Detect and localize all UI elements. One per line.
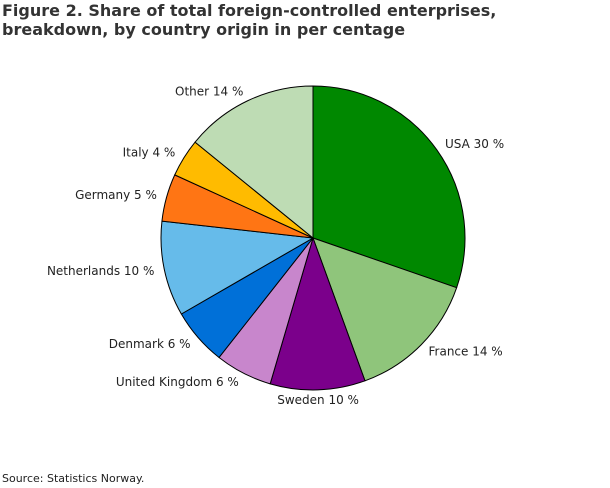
slice-label-denmark: Denmark 6 % bbox=[109, 337, 191, 351]
pie-slice-sweden bbox=[269, 237, 366, 391]
source-note: Source: Statistics Norway. bbox=[2, 472, 145, 485]
pie-slice-netherlands bbox=[160, 220, 314, 315]
slice-label-united-kingdom: United Kingdom 6 % bbox=[116, 375, 239, 389]
slice-label-other: Other 14 % bbox=[175, 85, 243, 99]
chart-title: Figure 2. Share of total foreign-control… bbox=[2, 1, 497, 39]
slice-label-france: France 14 % bbox=[429, 345, 503, 359]
pie-slice-other bbox=[194, 85, 314, 239]
pie-slice-france bbox=[312, 237, 458, 382]
slice-label-germany: Germany 5 % bbox=[75, 188, 157, 202]
slice-label-sweden: Sweden 10 % bbox=[277, 393, 359, 407]
pie-slice-usa bbox=[312, 85, 466, 289]
slice-label-italy: Italy 4 % bbox=[123, 146, 176, 160]
slice-label-netherlands: Netherlands 10 % bbox=[47, 264, 154, 278]
slice-label-usa: USA 30 % bbox=[445, 137, 504, 151]
